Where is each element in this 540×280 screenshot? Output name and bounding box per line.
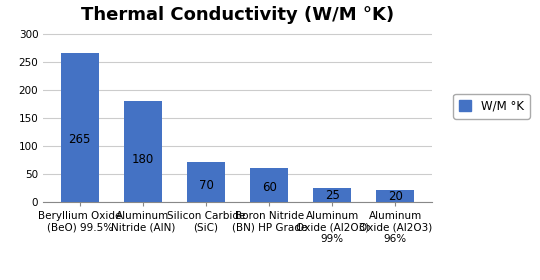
Text: 60: 60 xyxy=(262,181,276,194)
Text: 20: 20 xyxy=(388,190,403,203)
Text: 265: 265 xyxy=(69,133,91,146)
Text: 70: 70 xyxy=(199,179,213,192)
Text: 25: 25 xyxy=(325,189,340,202)
Title: Thermal Conductivity (W/M °K): Thermal Conductivity (W/M °K) xyxy=(81,6,394,24)
Bar xyxy=(187,162,225,202)
Bar xyxy=(313,188,351,202)
Bar xyxy=(250,168,288,202)
Text: 180: 180 xyxy=(132,153,154,166)
Bar xyxy=(376,190,414,202)
Legend: W/M °K: W/M °K xyxy=(454,94,530,118)
Bar xyxy=(124,101,162,202)
Bar xyxy=(61,53,99,202)
